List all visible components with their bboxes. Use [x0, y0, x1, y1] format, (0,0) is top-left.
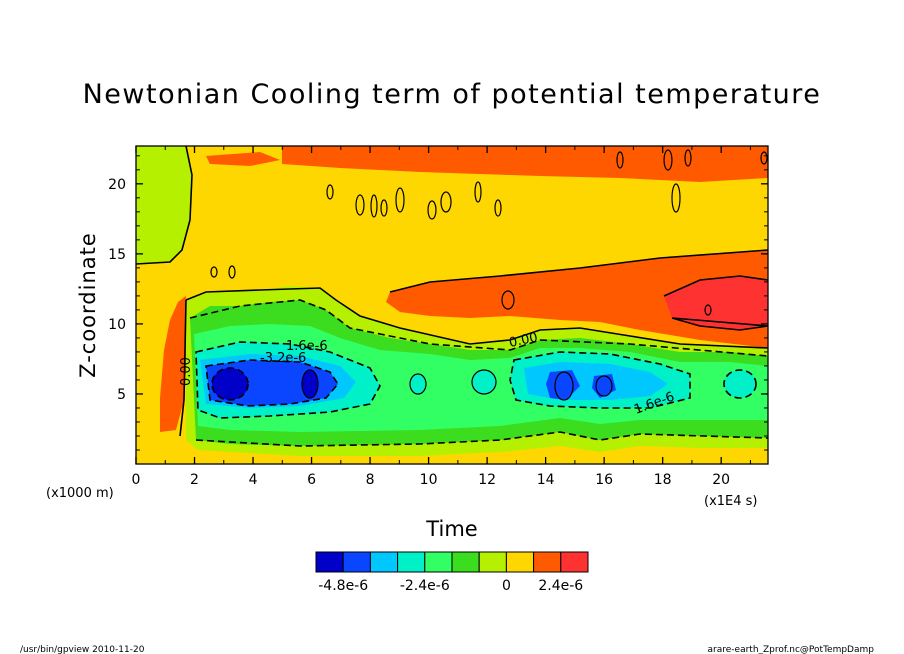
- contour-label-3: 0.00: [508, 330, 539, 351]
- cyan-spot-b: [472, 370, 496, 394]
- colorbar-label: 2.4e-6: [538, 578, 583, 594]
- colorbar-swatch: [478, 551, 507, 573]
- y-unit-label: (x1000 m): [46, 486, 114, 501]
- x-tick-label: 18: [654, 472, 672, 488]
- x-tick-label: 2: [190, 472, 199, 488]
- x-tick-label: 14: [537, 472, 555, 488]
- negative-contours: [189, 299, 768, 447]
- neg-contour-7: [723, 369, 757, 399]
- neg-contour-3: [195, 341, 381, 419]
- colorbar-swatch: [533, 551, 562, 573]
- zero-contour-upper: [389, 249, 768, 293]
- contour-label-1: 1.6e-6: [286, 339, 328, 354]
- x-tick-label: 12: [478, 472, 496, 488]
- upper-warm-band-left: [206, 152, 280, 166]
- neg-contour-2: [195, 431, 768, 447]
- x-axis: 0 2 4 6 8 10 12 14 16 18 20: [132, 146, 751, 488]
- colorbar-swatch: [397, 551, 426, 573]
- x-tick-label: 6: [307, 472, 316, 488]
- colorbar-swatch: [342, 551, 371, 573]
- zero-contour: [185, 287, 768, 349]
- colorbar-swatch: [424, 551, 453, 573]
- colorbar-swatch: [315, 551, 344, 573]
- coldest-spot-2: [302, 370, 318, 398]
- y-tick-label: 20: [108, 177, 126, 193]
- upper-warm-band: [282, 146, 768, 182]
- left-cool-column: [136, 146, 192, 264]
- colorbar: -4.8e-6 -2.4e-6 0 2.4e-6: [315, 551, 589, 594]
- contour-label-4: 0.00: [179, 357, 194, 386]
- x-tick-label: 20: [712, 472, 730, 488]
- colorbar-label: -4.8e-6: [318, 578, 368, 594]
- x-axis-title: Time: [425, 517, 477, 541]
- y-axis-title: Z-coordinate: [76, 232, 100, 378]
- contour-lines: [136, 146, 768, 437]
- neg-contour-5: [205, 359, 340, 407]
- mid-warm-spot: [664, 276, 768, 330]
- small-contour-cells: [210, 149, 768, 401]
- x-tick-label: 10: [420, 472, 438, 488]
- colorbar-swatch: [505, 551, 535, 573]
- neg-contour-4: [509, 351, 691, 409]
- colorbar-swatch: [451, 551, 480, 573]
- colorbar-swatch: [369, 551, 399, 573]
- warm-contour: [663, 275, 768, 331]
- x-unit-label: (x1E4 s): [704, 494, 758, 509]
- colorbar-label: -2.4e-6: [400, 578, 450, 594]
- y-tick-label: 10: [108, 317, 126, 333]
- y-tick-label: 15: [108, 247, 126, 263]
- left-warm-column: [160, 296, 188, 432]
- x-tick-label: 16: [595, 472, 613, 488]
- neg-contour-6: [211, 367, 249, 401]
- plot-frame: [135, 145, 769, 465]
- y-axis: 5 10 15 20: [108, 155, 768, 451]
- footer-right: arare-earth_Zprof.nc@PotTempDamp: [708, 645, 875, 654]
- neg-contour-1: [189, 299, 768, 357]
- colorbar-label: 0: [502, 578, 511, 594]
- footer-left: /usr/bin/gpview 2010-11-20: [20, 645, 145, 654]
- cyan-spot-c: [724, 370, 756, 398]
- mid-warm-band: [386, 250, 768, 348]
- zero-contour-top: [136, 146, 193, 265]
- plot-area: [136, 146, 768, 464]
- coldest-spot: [212, 368, 248, 400]
- y-tick-label: 5: [117, 387, 126, 403]
- contour-label-2: -3.2e-6: [260, 351, 306, 366]
- x-tick-label: 0: [132, 472, 141, 488]
- x-tick-label: 4: [249, 472, 258, 488]
- zero-contour-left: [179, 299, 187, 437]
- cyan-spot-a: [410, 374, 426, 394]
- colorbar-swatch: [560, 551, 589, 573]
- x-tick-label: 8: [366, 472, 375, 488]
- chart-title: Newtonian Cooling term of potential temp…: [83, 79, 822, 110]
